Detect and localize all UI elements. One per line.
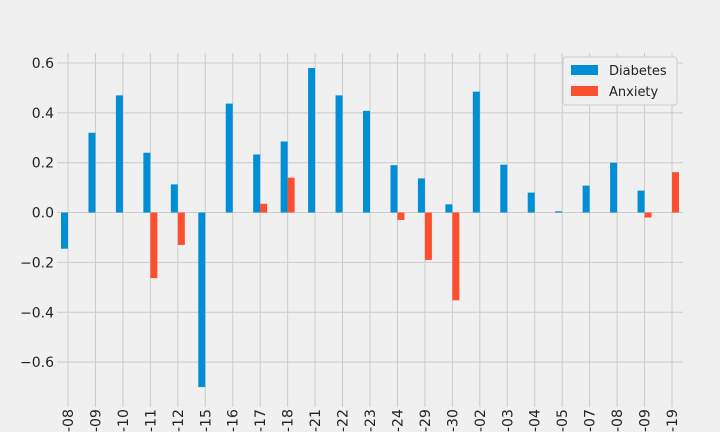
bar-diabetes-0 bbox=[61, 212, 68, 249]
bar-anxiety-22 bbox=[672, 172, 679, 213]
x-tick-label: -29 bbox=[418, 409, 434, 432]
bar-anxiety-8 bbox=[287, 177, 295, 213]
bar-diabetes-15 bbox=[472, 91, 480, 213]
x-tick-label: -21 bbox=[308, 409, 324, 432]
x-tick-label: -04 bbox=[528, 409, 544, 432]
legend-swatch-anxiety bbox=[571, 86, 598, 96]
x-tick-label: -11 bbox=[143, 409, 159, 432]
x-tick-label: -24 bbox=[390, 409, 406, 432]
x-tick-label: -12 bbox=[171, 409, 187, 432]
bar-anxiety-3 bbox=[150, 212, 158, 279]
y-tick-label: −0.4 bbox=[20, 305, 54, 321]
bar-diabetes-19 bbox=[582, 185, 590, 213]
bar-diabetes-20 bbox=[610, 162, 618, 213]
x-tick-label: -19 bbox=[665, 409, 681, 432]
legend-label-diabetes: Diabetes bbox=[609, 64, 667, 79]
bar-diabetes-2 bbox=[115, 95, 123, 213]
bar-diabetes-6 bbox=[225, 103, 233, 213]
bar-diabetes-18 bbox=[555, 211, 563, 213]
bar-diabetes-9 bbox=[308, 67, 316, 213]
y-tick-label: 0.6 bbox=[32, 56, 54, 72]
x-tick-label: -15 bbox=[198, 409, 214, 432]
bar-anxiety-4 bbox=[177, 212, 185, 245]
y-tick-label: 0.2 bbox=[32, 156, 54, 172]
bar-diabetes-10 bbox=[335, 95, 343, 213]
bar-anxiety-14 bbox=[452, 212, 460, 301]
bar-diabetes-11 bbox=[363, 110, 370, 213]
y-tick-label: −0.2 bbox=[20, 255, 54, 271]
y-tick-label: 0.0 bbox=[32, 206, 54, 222]
x-tick-label: -08 bbox=[610, 409, 626, 432]
bar-anxiety-13 bbox=[424, 212, 432, 260]
x-tick-label: -22 bbox=[336, 409, 352, 432]
bar-diabetes-3 bbox=[143, 152, 151, 213]
bar-diabetes-16 bbox=[500, 164, 508, 213]
bar-diabetes-21 bbox=[637, 190, 645, 213]
legend: Diabetes Anxiety bbox=[562, 56, 678, 106]
legend-label-anxiety: Anxiety bbox=[609, 85, 659, 100]
bar-diabetes-4 bbox=[170, 184, 178, 213]
bar-anxiety-12 bbox=[397, 212, 405, 221]
bar-anxiety-21 bbox=[644, 212, 652, 218]
x-tick-label: -10 bbox=[116, 409, 132, 432]
bar-diabetes-13 bbox=[417, 178, 425, 213]
x-axis: -08 -09 -10 -11 -12 -15 -16 -17 -18 -21 -22 -23 -24-… bbox=[61, 409, 681, 432]
bar-diabetes-8 bbox=[280, 141, 288, 213]
bars bbox=[61, 67, 679, 388]
bar-diabetes-7 bbox=[253, 154, 261, 213]
x-tick-label: -02 bbox=[473, 409, 489, 432]
bar-diabetes-5 bbox=[198, 212, 206, 388]
x-tick-label: -08 bbox=[61, 409, 77, 432]
bar-diabetes-12 bbox=[390, 165, 398, 213]
x-tick-label: -30 bbox=[445, 409, 461, 432]
x-tick-label: -09 bbox=[88, 409, 104, 432]
x-tick-label: -16 bbox=[226, 409, 242, 432]
bar-anxiety-7 bbox=[260, 203, 268, 213]
bar-diabetes-14 bbox=[445, 204, 453, 213]
bar-diabetes-17 bbox=[527, 192, 535, 213]
bar-diabetes-1 bbox=[88, 132, 96, 213]
x-tick-label: -09 bbox=[638, 409, 654, 432]
y-tick-label: −0.6 bbox=[20, 355, 54, 371]
x-tick-label: -18 bbox=[281, 409, 297, 432]
legend-swatch-diabetes bbox=[571, 65, 598, 75]
y-axis: −0.6 −0.4 −0.2 0.0 0.2 0.4 0.6 bbox=[20, 56, 54, 371]
x-tick-label: -03 bbox=[500, 409, 516, 432]
x-tick-label: -05 bbox=[555, 409, 571, 432]
y-tick-label: 0.4 bbox=[32, 106, 54, 122]
x-tick-label: -17 bbox=[253, 409, 269, 432]
x-tick-label: -07 bbox=[583, 409, 599, 432]
x-tick-label: -23 bbox=[363, 409, 379, 432]
